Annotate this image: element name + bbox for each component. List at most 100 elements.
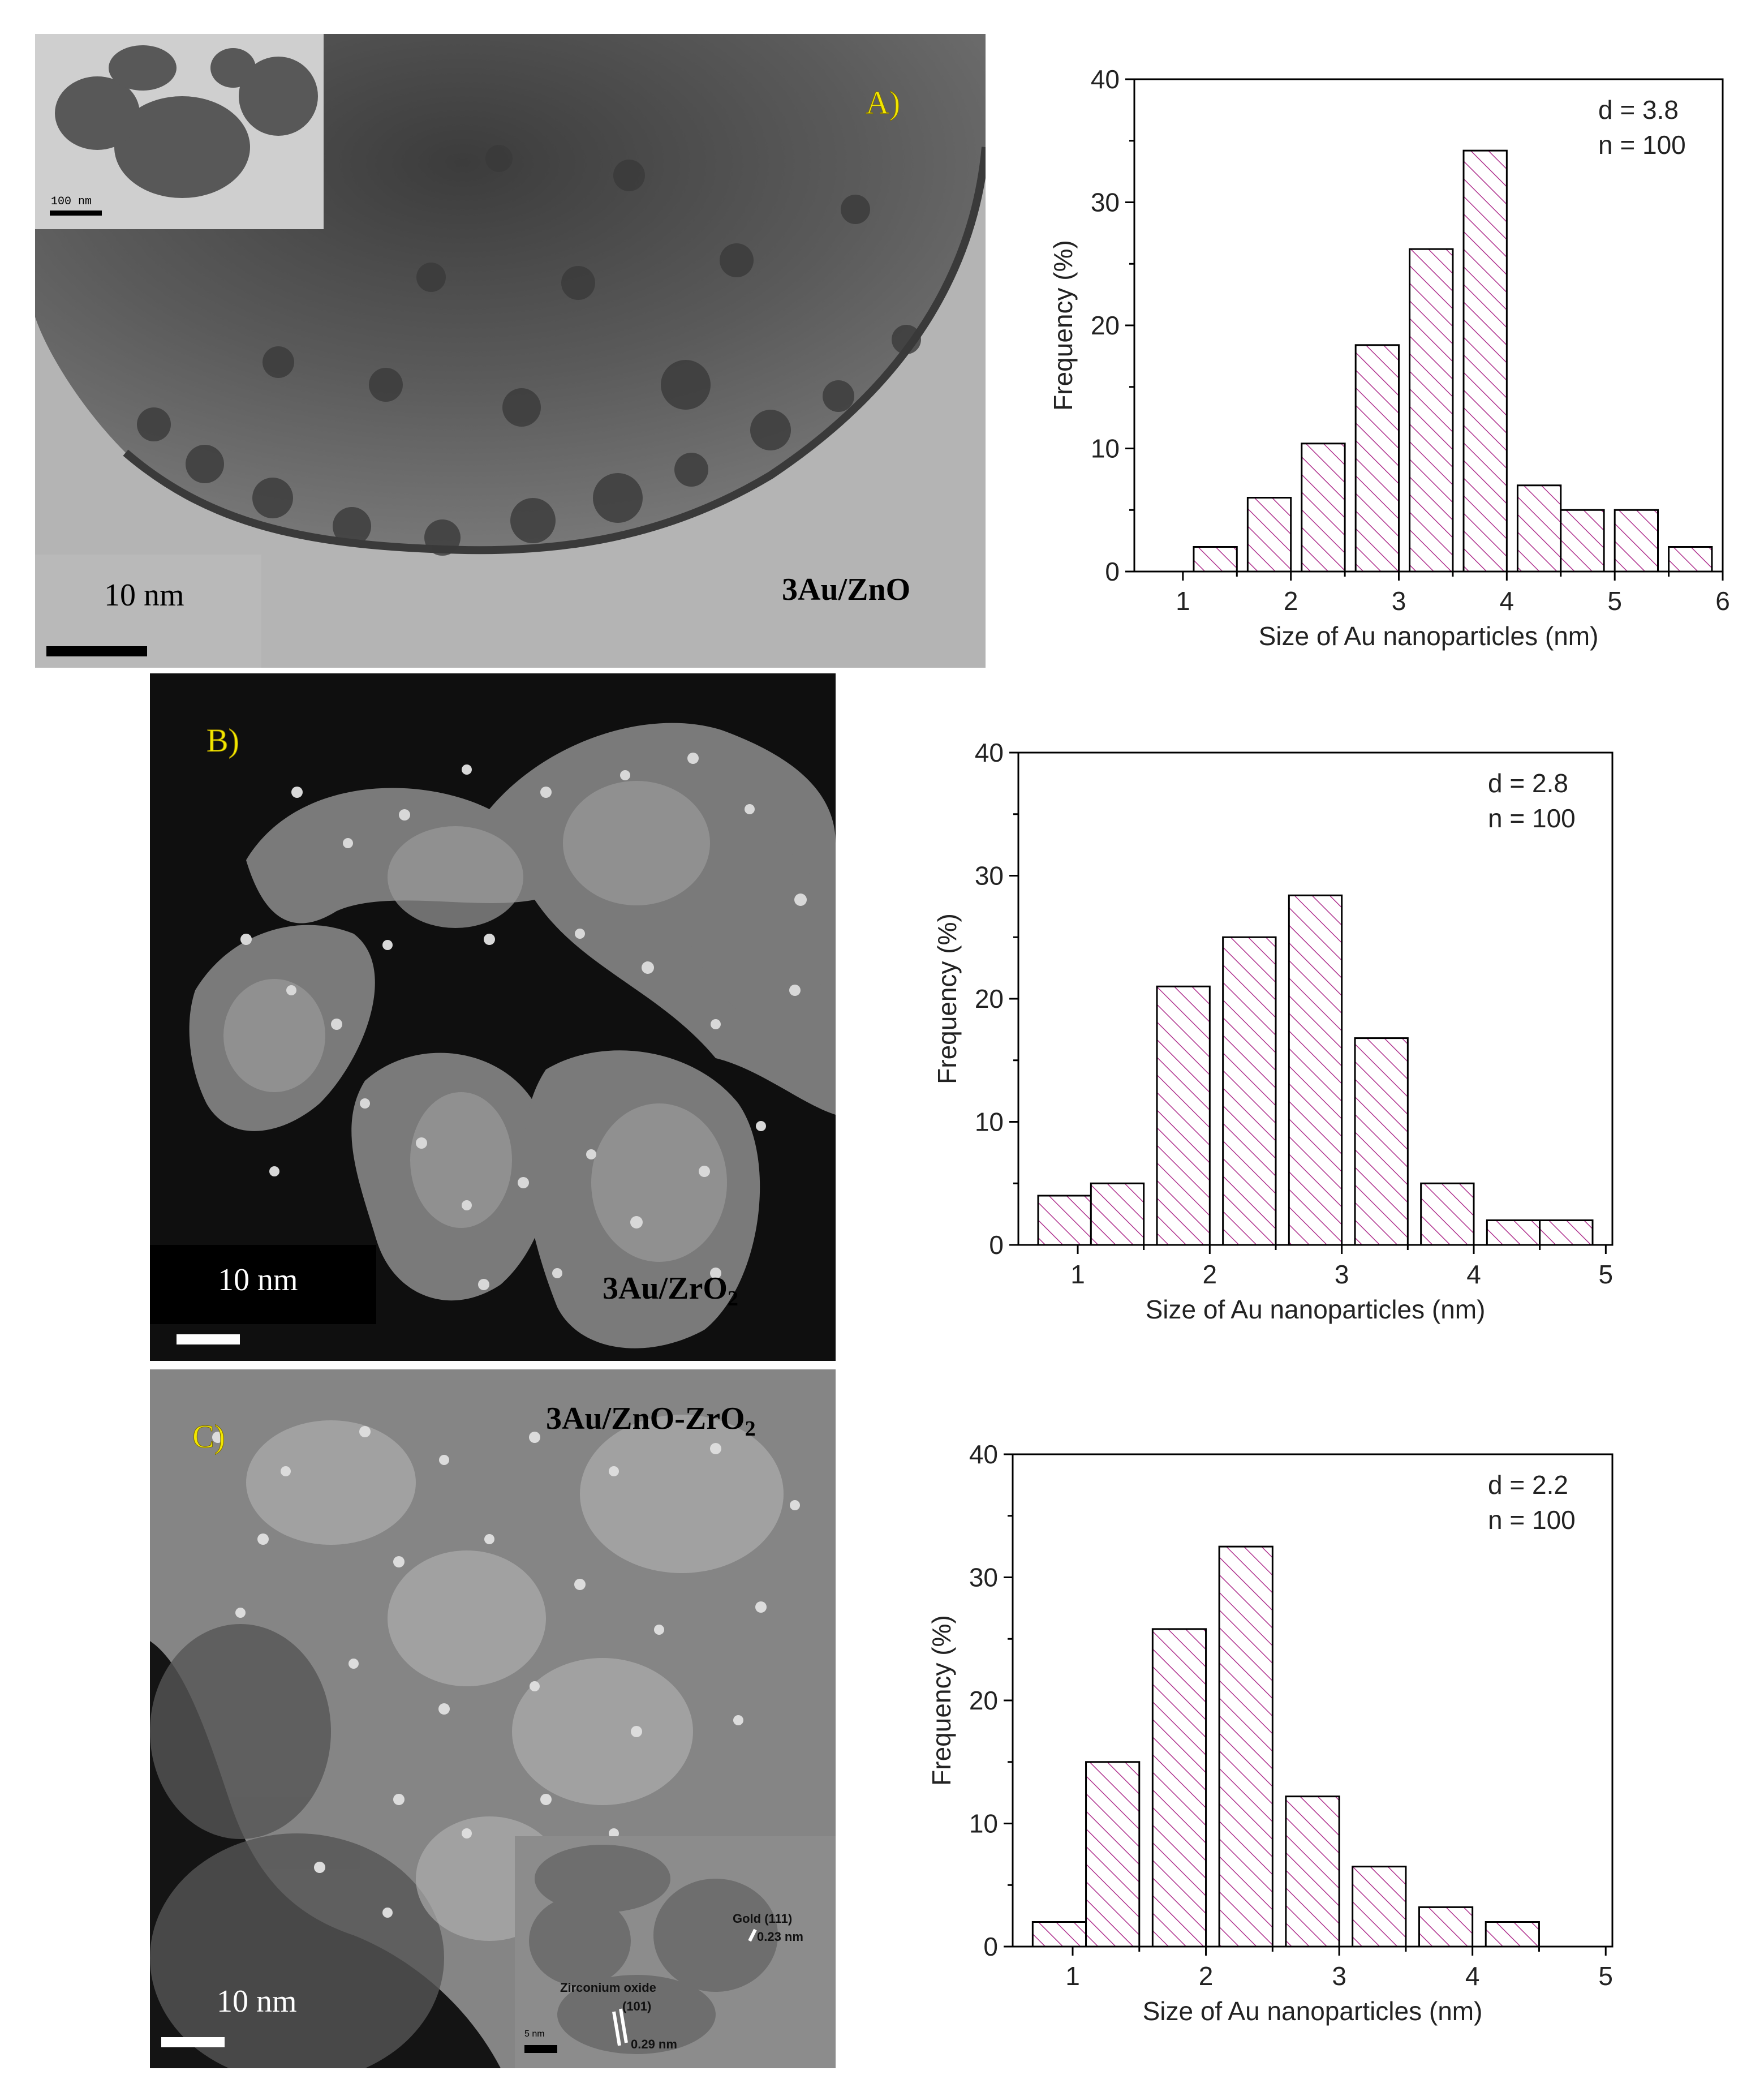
annotation-count: n = 100 (1598, 130, 1686, 160)
y-axis-label: Frequency (%) (927, 1615, 956, 1786)
histogram-bar (1614, 509, 1659, 573)
y-tick-label: 20 (969, 1686, 998, 1715)
y-tick-label: 0 (1105, 557, 1120, 586)
haadf-image-b: B) 10 nm 3Au/ZrO2 (150, 673, 836, 1361)
haadf-image-c-drawing (150, 1369, 836, 2068)
x-tick-label: 5 (1598, 1961, 1613, 1991)
inset-gold-spacing: 0.23 nm (757, 1930, 803, 1944)
histogram-bar (1409, 248, 1454, 573)
annotation-mean-size: d = 3.8 (1598, 95, 1679, 124)
histogram-bar (1539, 1219, 1594, 1246)
y-tick-label: 10 (975, 1107, 1004, 1137)
histogram-a: 0 10 20 30 40 1 2 3 4 5 6 Size of Au nanoparticles … (1018, 51, 1737, 673)
annotation-count: n = 100 (1488, 804, 1576, 833)
histogram-bar (1486, 1219, 1541, 1246)
histogram-bar (1218, 1545, 1273, 1948)
haadf-image-b-drawing (150, 673, 836, 1361)
x-tick-label: 3 (1335, 1260, 1349, 1289)
annotation-mean-size: d = 2.8 (1488, 768, 1568, 798)
scale-bar-label-a: 10 nm (104, 578, 184, 613)
scale-bar-label-b: 10 nm (218, 1262, 298, 1298)
sample-label-c-main: 3Au/ZnO-ZrO (546, 1401, 745, 1436)
histogram-c-svg: 0 10 20 30 40 1 2 3 4 5 Size of Au nanoparticles (… (927, 1440, 1614, 2026)
x-tick-label: 1 (1065, 1961, 1080, 1991)
panel-letter-c: C) (192, 1418, 226, 1455)
x-tick-label: 1 (1070, 1260, 1085, 1289)
histogram-bar (1516, 484, 1562, 573)
y-tick-label: 20 (1091, 311, 1120, 340)
y-tick-label: 30 (1091, 188, 1120, 217)
histogram-bar (1151, 1628, 1207, 1948)
y-tick-label: 40 (1091, 65, 1120, 94)
x-tick-label: 4 (1465, 1961, 1480, 1991)
y-tick-label: 10 (969, 1809, 998, 1838)
y-axis-label: Frequency (%) (932, 913, 962, 1084)
y-tick-label: 30 (975, 861, 1004, 891)
y-tick-label: 20 (975, 984, 1004, 1013)
histogram-bar (1193, 546, 1238, 573)
histogram-bar (1288, 894, 1343, 1246)
x-tick-label: 4 (1500, 586, 1515, 616)
scale-bar-label-c: 10 nm (217, 1984, 297, 2019)
histogram-bar (1285, 1795, 1340, 1948)
histogram-bar (1352, 1866, 1407, 1948)
sample-label-a: 3Au/ZnO (782, 572, 911, 607)
histogram-bar (1037, 1195, 1092, 1246)
histogram-bar (1222, 936, 1277, 1246)
sample-label-c: 3Au/ZnO-ZrO2 (546, 1401, 756, 1441)
x-tick-label: 5 (1607, 586, 1622, 616)
inset-zr-plane: (101) (622, 1999, 652, 2013)
x-tick-label: 2 (1199, 1961, 1214, 1991)
x-axis-label: Size of Au nanoparticles (nm) (1143, 1996, 1483, 2026)
inset-zr-label: Zirconium oxide (560, 1981, 656, 1995)
histogram-c: 0 10 20 30 40 1 2 3 4 5 Size of Au nanoparticles (… (905, 1437, 1624, 2060)
sample-label-b: 3Au/ZrO2 (603, 1270, 738, 1311)
histogram-b-svg: 0 10 20 30 40 1 2 3 4 5 Size of Au nanoparticles (… (932, 738, 1614, 1324)
x-tick-label: 5 (1599, 1260, 1614, 1289)
inset-scale-label-c: 5 nm (524, 2029, 545, 2039)
tem-image-a: 100 nm 10 nm A) 3Au/ZnO (35, 34, 986, 668)
y-axis-label: Frequency (%) (1048, 240, 1078, 411)
histogram-bar (1156, 985, 1211, 1246)
histogram-bar (1560, 509, 1605, 573)
x-axis-label: Size of Au nanoparticles (nm) (1259, 621, 1599, 651)
inset-scale-label-a: 100 nm (51, 195, 92, 208)
histogram-bar (1668, 546, 1713, 573)
histogram-bar (1354, 1037, 1409, 1246)
y-tick-label: 30 (969, 1563, 998, 1592)
sample-label-b-sub: 2 (727, 1287, 738, 1311)
x-tick-label: 3 (1332, 1961, 1346, 1991)
panel-letter-a: A) (865, 84, 901, 122)
x-tick-label: 4 (1466, 1260, 1481, 1289)
x-tick-label: 3 (1392, 586, 1406, 616)
sample-label-b-main: 3Au/ZrO (603, 1271, 728, 1306)
y-tick-label: 40 (975, 738, 1004, 767)
y-tick-label: 0 (989, 1230, 1004, 1260)
histogram-bar (1085, 1761, 1141, 1948)
sample-label-c-sub: 2 (745, 1417, 756, 1441)
haadf-image-c: C) 3Au/ZnO-ZrO2 10 nm Gold (111) 0.23 nm… (150, 1369, 836, 2068)
histogram-bar (1418, 1906, 1474, 1948)
x-tick-label: 1 (1176, 586, 1190, 616)
x-tick-label: 6 (1715, 586, 1730, 616)
histogram-bar (1246, 497, 1292, 573)
y-tick-label: 40 (969, 1440, 998, 1469)
annotation-mean-size: d = 2.2 (1488, 1470, 1568, 1500)
inset-gold-label: Gold (111) (733, 1911, 793, 1926)
histogram-bar (1462, 149, 1508, 573)
y-tick-label: 10 (1091, 434, 1120, 463)
histogram-bar (1485, 1921, 1540, 1948)
histogram-bar (1420, 1182, 1475, 1246)
annotation-count: n = 100 (1488, 1505, 1576, 1535)
panel-letter-b: B) (206, 722, 240, 759)
x-tick-label: 2 (1203, 1260, 1217, 1289)
tem-image-a-drawing (35, 34, 986, 668)
histogram-a-svg: 0 10 20 30 40 1 2 3 4 5 6 Size of Au nanoparticles … (1048, 65, 1730, 651)
histogram-bar (1301, 443, 1346, 573)
histogram-bar (1031, 1921, 1087, 1948)
histogram-bar (1354, 344, 1400, 573)
y-tick-label: 0 (983, 1932, 998, 1961)
inset-zr-spacing: 0.29 nm (631, 2037, 677, 2051)
x-tick-label: 2 (1284, 586, 1298, 616)
histogram-b: 0 10 20 30 40 1 2 3 4 5 Size of Au nanoparticles (… (905, 736, 1624, 1358)
